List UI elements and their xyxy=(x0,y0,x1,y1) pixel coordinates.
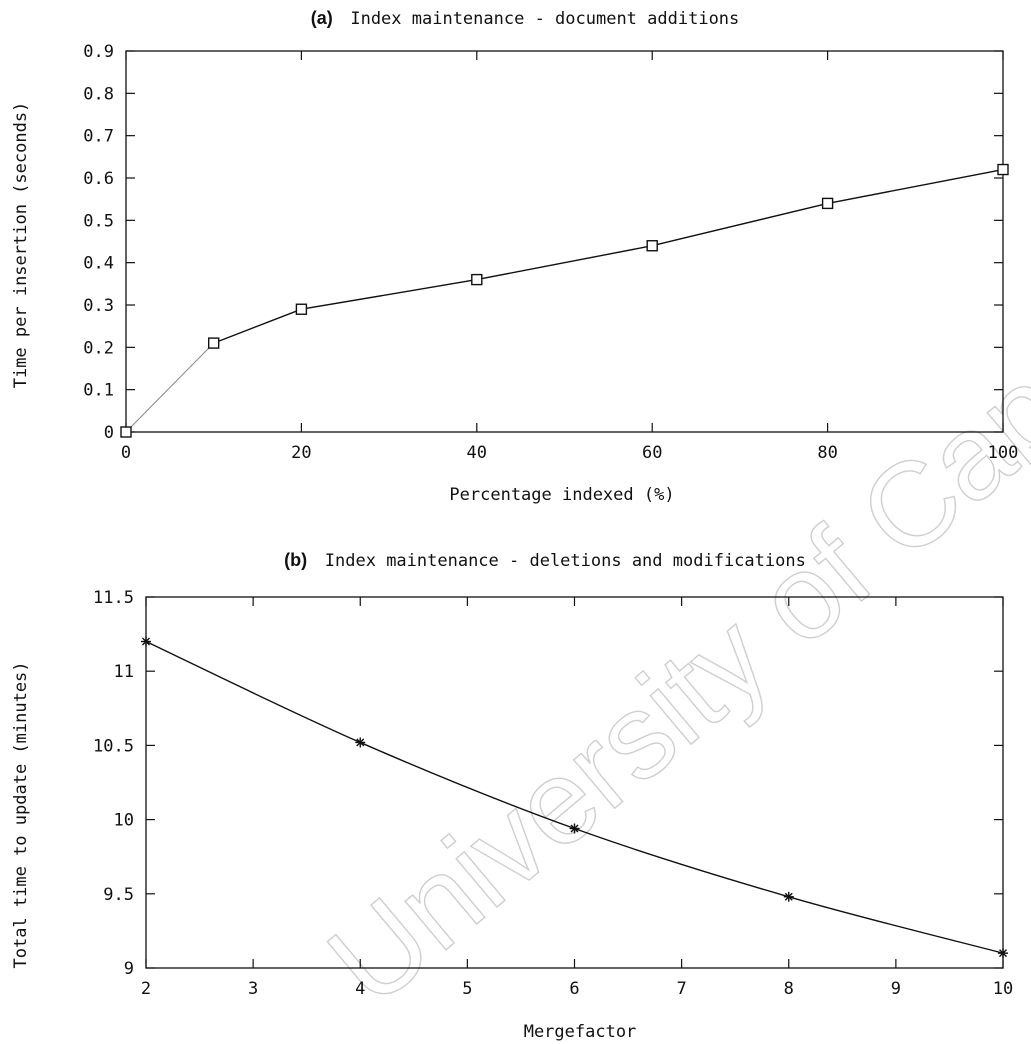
chart-b-data-point-stroke xyxy=(570,824,579,833)
chart-a-data-point xyxy=(646,240,658,252)
chart-b-ytick-label: 9 xyxy=(124,959,134,979)
chart-a-xtick-label: 80 xyxy=(817,443,837,463)
chart-a-ytick-label: 0.9 xyxy=(83,42,114,62)
chart-b-title: (b) Index maintenance - deletions and mo… xyxy=(284,550,806,571)
chart-b-ytick-label: 10 xyxy=(114,811,134,831)
chart-b-data-point xyxy=(355,737,366,748)
chart-b-ytick-label: 11.5 xyxy=(93,588,134,608)
chart-b-ytick-label: 9.5 xyxy=(103,885,134,905)
chart-a-data-point xyxy=(471,273,483,286)
chart-a-ylabel: Time per insertion (seconds) xyxy=(11,102,31,389)
chart-a-xtick-label: 100 xyxy=(988,443,1019,463)
chart-b-title-text: Index maintenance - deletions and modifi… xyxy=(325,551,806,571)
chart-a-data-point xyxy=(821,197,834,210)
chart-b-xtick-label: 7 xyxy=(677,979,687,999)
chart-a-series-line xyxy=(213,168,1004,344)
chart-a-xtick-label: 20 xyxy=(291,443,311,463)
chart-a-xlabel: Percentage indexed (%) xyxy=(449,485,674,505)
chart-a-data-point xyxy=(120,426,132,438)
chart-b-data-point-stroke xyxy=(142,637,150,646)
chart-a-ytick-label: 0.5 xyxy=(83,211,114,231)
chart-b-xtick-label: 4 xyxy=(355,979,365,999)
chart-a-ytick-label: 0.7 xyxy=(83,127,114,147)
chart-a-ytick-label: 0.2 xyxy=(83,338,114,358)
chart-a-data-point xyxy=(295,303,308,315)
chart-a-ytick-label: 0.6 xyxy=(83,169,114,189)
chart-b-panel-tag: (b) xyxy=(284,550,307,570)
chart-a-ytick-label: 0.4 xyxy=(83,254,114,274)
chart-a-xtick-label: 40 xyxy=(467,443,487,463)
chart-b-xlabel: Mergefactor xyxy=(524,1022,637,1042)
chart-b-xtick-label: 10 xyxy=(993,979,1013,999)
chart-a-title: (a) Index maintenance - document additio… xyxy=(311,8,740,29)
chart-b-xtick-label: 6 xyxy=(569,979,579,999)
chart-a-series-line-segment xyxy=(125,342,215,433)
chart-b-plot: 9 9.5 10 10.5 11 11.5 2 3 4 5 6 7 8 9 10 xyxy=(93,588,1013,999)
chart-a: (a) Index maintenance - document additio… xyxy=(11,8,1018,505)
chart-b-data-point xyxy=(141,636,151,647)
chart-a-ytick-label: 0.3 xyxy=(83,296,114,316)
chart-a-xtick-label: 0 xyxy=(121,443,131,463)
chart-b-data-point xyxy=(998,948,1008,959)
chart-a-data-point xyxy=(207,337,220,349)
chart-a-data-point xyxy=(997,163,1009,176)
chart-b-xtick-label: 2 xyxy=(141,979,151,999)
chart-a-panel-tag: (a) xyxy=(311,8,333,28)
chart-b: (b) Index maintenance - deletions and mo… xyxy=(11,550,1013,1042)
chart-b-data-point-stroke xyxy=(999,949,1007,958)
chart-b-data-point-stroke xyxy=(356,738,365,747)
chart-b-data-point xyxy=(569,823,580,834)
chart-a-frame xyxy=(125,50,1004,433)
chart-b-data-point-stroke xyxy=(784,892,793,901)
chart-a-ytick-label: 0.1 xyxy=(83,381,114,401)
chart-b-ytick-label: 10.5 xyxy=(93,736,134,756)
chart-a-plot: 0 0.1 0.2 0.3 0.4 0.5 0.6 0.7 0.8 0.9 0 20 40 60 80 100 xyxy=(83,42,1018,463)
chart-a-ytick-label: 0 xyxy=(104,423,114,443)
chart-b-xtick-label: 8 xyxy=(784,979,794,999)
chart-a-title-text: Index maintenance - document additions xyxy=(350,9,739,29)
chart-b-ytick-label: 11 xyxy=(114,662,134,682)
chart-b-ylabel: Total time to update (minutes) xyxy=(11,661,31,968)
chart-b-xtick-label: 3 xyxy=(248,979,258,999)
chart-a-ytick-label: 0.8 xyxy=(83,84,114,104)
chart-b-xtick-label: 9 xyxy=(891,979,901,999)
chart-a-xtick-label: 60 xyxy=(642,443,662,463)
chart-b-data-point xyxy=(783,891,794,902)
chart-b-xtick-label: 5 xyxy=(462,979,472,999)
